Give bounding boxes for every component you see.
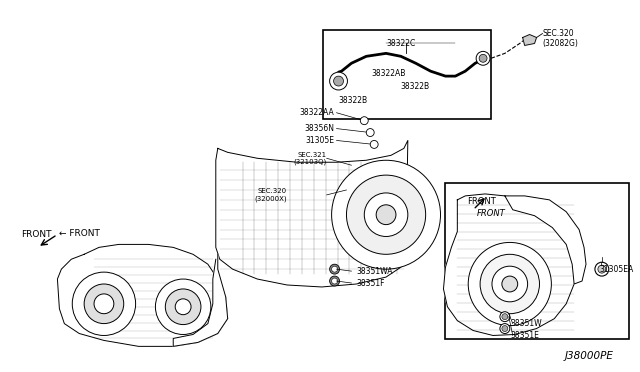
Circle shape [366, 129, 374, 137]
Text: FRONT: FRONT [467, 197, 496, 206]
Circle shape [330, 276, 340, 286]
Circle shape [333, 76, 344, 86]
Circle shape [156, 279, 211, 334]
Text: ← FRONT: ← FRONT [60, 229, 100, 238]
Circle shape [598, 265, 606, 273]
Text: 38322B: 38322B [339, 96, 367, 105]
Text: (32082G): (32082G) [543, 39, 579, 48]
Text: FRONT: FRONT [477, 209, 506, 218]
Circle shape [94, 294, 114, 314]
Circle shape [595, 262, 609, 276]
Circle shape [500, 324, 510, 333]
Text: SEC.321
(32103Q): SEC.321 (32103Q) [293, 151, 326, 165]
Text: 38322C: 38322C [386, 39, 415, 48]
Polygon shape [58, 244, 228, 346]
Circle shape [332, 160, 440, 269]
Text: 38322B: 38322B [401, 81, 430, 90]
Text: 38356N: 38356N [305, 124, 335, 133]
Polygon shape [505, 196, 586, 284]
Text: 38351F: 38351F [356, 279, 385, 288]
Circle shape [165, 289, 201, 325]
Circle shape [480, 254, 540, 314]
Bar [445, 183, 628, 339]
Text: 38322AA: 38322AA [300, 108, 335, 117]
Text: 38322AB: 38322AB [371, 69, 406, 78]
Text: 31305E: 31305E [305, 136, 335, 145]
Circle shape [502, 326, 508, 331]
Circle shape [370, 141, 378, 148]
Circle shape [468, 243, 552, 326]
Text: 38351WA: 38351WA [356, 267, 393, 276]
Text: 38351W: 38351W [511, 319, 543, 328]
Circle shape [479, 54, 487, 62]
Circle shape [332, 266, 337, 272]
Circle shape [376, 205, 396, 225]
Circle shape [346, 175, 426, 254]
Circle shape [72, 272, 136, 336]
Circle shape [492, 266, 527, 302]
Circle shape [476, 51, 490, 65]
Circle shape [330, 264, 340, 274]
Text: FRONT: FRONT [21, 230, 51, 239]
Circle shape [500, 312, 510, 322]
Text: J38000PE: J38000PE [565, 351, 614, 361]
Polygon shape [444, 194, 576, 336]
Circle shape [502, 276, 518, 292]
Polygon shape [216, 141, 408, 287]
Text: 38351E: 38351E [511, 331, 540, 340]
Text: SEC.320: SEC.320 [543, 29, 574, 38]
Circle shape [330, 72, 348, 90]
Circle shape [502, 314, 508, 320]
Bar [323, 30, 491, 119]
Polygon shape [523, 35, 536, 45]
Circle shape [332, 278, 337, 284]
Text: 31305EA: 31305EA [600, 264, 634, 274]
Circle shape [175, 299, 191, 315]
Text: SEC.320
(32000X): SEC.320 (32000X) [255, 188, 287, 202]
Circle shape [360, 117, 368, 125]
Circle shape [364, 193, 408, 237]
Polygon shape [173, 254, 228, 346]
Circle shape [84, 284, 124, 324]
